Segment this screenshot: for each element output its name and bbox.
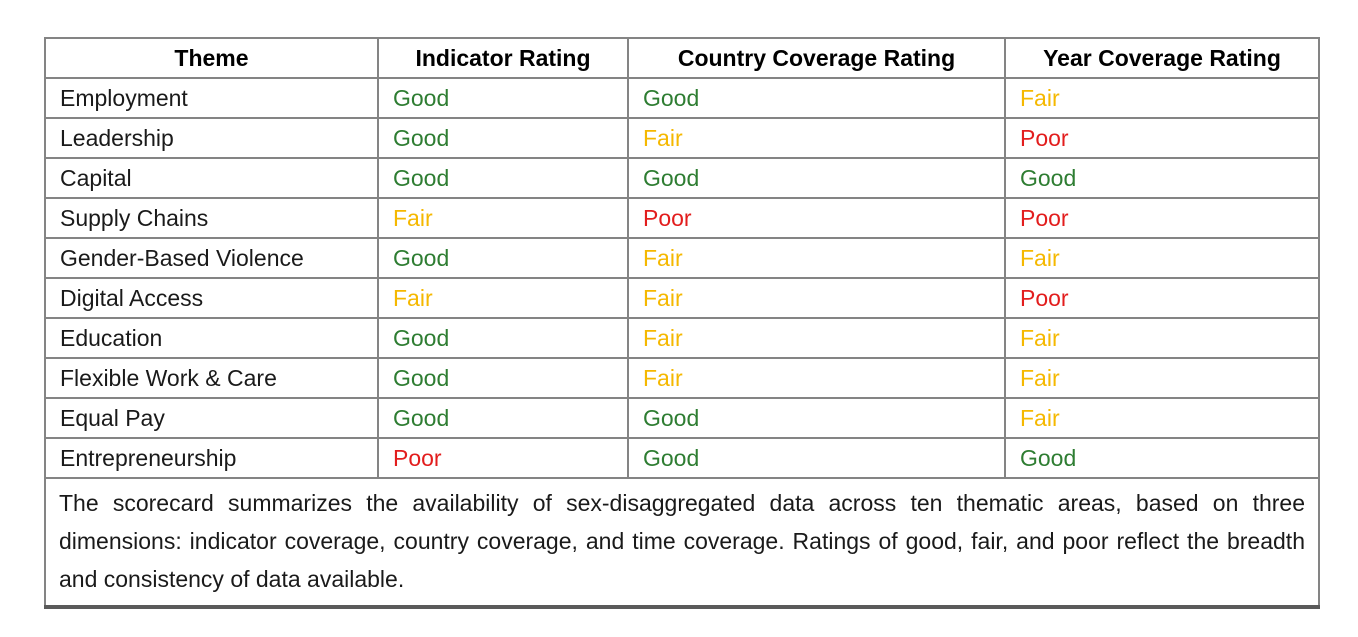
rating-cell: Good bbox=[377, 317, 629, 359]
theme-cell: Leadership bbox=[44, 117, 379, 159]
rating-cell: Good bbox=[377, 157, 629, 199]
rating-cell: Good bbox=[1004, 437, 1320, 479]
table-note: The scorecard summarizes the availabilit… bbox=[44, 477, 1320, 609]
header-row: Theme Indicator Rating Country Coverage Ra… bbox=[44, 37, 1320, 79]
table-row: Entrepreneurship Poor Good Good bbox=[44, 437, 1320, 479]
theme-cell: Equal Pay bbox=[44, 397, 379, 439]
table-row: Supply Chains Fair Poor Poor bbox=[44, 197, 1320, 239]
table-row: Education Good Fair Fair bbox=[44, 317, 1320, 359]
rating-cell: Poor bbox=[1004, 197, 1320, 239]
table-row: Digital Access Fair Fair Poor bbox=[44, 277, 1320, 319]
table-row: Gender-Based Violence Good Fair Fair bbox=[44, 237, 1320, 279]
column-header-2: Country Coverage Rating bbox=[627, 37, 1006, 79]
rating-cell: Good bbox=[627, 397, 1006, 439]
rating-cell: Fair bbox=[627, 317, 1006, 359]
rating-cell: Fair bbox=[627, 117, 1006, 159]
rating-cell: Good bbox=[1004, 157, 1320, 199]
rating-cell: Poor bbox=[377, 437, 629, 479]
table-row: Leadership Good Fair Poor bbox=[44, 117, 1320, 159]
rating-cell: Fair bbox=[377, 197, 629, 239]
rating-cell: Fair bbox=[1004, 397, 1320, 439]
rating-cell: Fair bbox=[1004, 317, 1320, 359]
table-row: Equal Pay Good Good Fair bbox=[44, 397, 1320, 439]
rating-cell: Fair bbox=[627, 357, 1006, 399]
rating-cell: Good bbox=[377, 237, 629, 279]
table-row: Employment Good Good Fair bbox=[44, 77, 1320, 119]
column-header-3: Year Coverage Rating bbox=[1004, 37, 1320, 79]
rating-cell: Poor bbox=[1004, 277, 1320, 319]
theme-cell: Supply Chains bbox=[44, 197, 379, 239]
rating-cell: Good bbox=[377, 357, 629, 399]
scorecard-table: Theme Indicator Rating Country Coverage Ra… bbox=[44, 37, 1320, 609]
rating-cell: Good bbox=[627, 77, 1006, 119]
table-row: Capital Good Good Good bbox=[44, 157, 1320, 199]
theme-cell: Flexible Work & Care bbox=[44, 357, 379, 399]
rating-cell: Fair bbox=[1004, 237, 1320, 279]
theme-cell: Employment bbox=[44, 77, 379, 119]
table-body: Employment Good Good Fair Leadership Good Fair… bbox=[44, 77, 1320, 479]
table-row: Flexible Work & Care Good Fair Fair bbox=[44, 357, 1320, 399]
table-footer: The scorecard summarizes the availabilit… bbox=[44, 477, 1320, 609]
theme-cell: Capital bbox=[44, 157, 379, 199]
column-header-1: Indicator Rating bbox=[377, 37, 629, 79]
rating-cell: Fair bbox=[627, 237, 1006, 279]
theme-cell: Entrepreneurship bbox=[44, 437, 379, 479]
rating-cell: Good bbox=[377, 117, 629, 159]
theme-cell: Education bbox=[44, 317, 379, 359]
note-row: The scorecard summarizes the availabilit… bbox=[44, 477, 1320, 609]
rating-cell: Fair bbox=[1004, 357, 1320, 399]
table-header: Theme Indicator Rating Country Coverage Ra… bbox=[44, 37, 1320, 79]
theme-cell: Gender-Based Violence bbox=[44, 237, 379, 279]
rating-cell: Fair bbox=[377, 277, 629, 319]
rating-cell: Fair bbox=[627, 277, 1006, 319]
rating-cell: Good bbox=[377, 397, 629, 439]
rating-cell: Good bbox=[377, 77, 629, 119]
column-header-0: Theme bbox=[44, 37, 379, 79]
rating-cell: Poor bbox=[627, 197, 1006, 239]
rating-cell: Fair bbox=[1004, 77, 1320, 119]
rating-cell: Poor bbox=[1004, 117, 1320, 159]
rating-cell: Good bbox=[627, 157, 1006, 199]
theme-cell: Digital Access bbox=[44, 277, 379, 319]
rating-cell: Good bbox=[627, 437, 1006, 479]
